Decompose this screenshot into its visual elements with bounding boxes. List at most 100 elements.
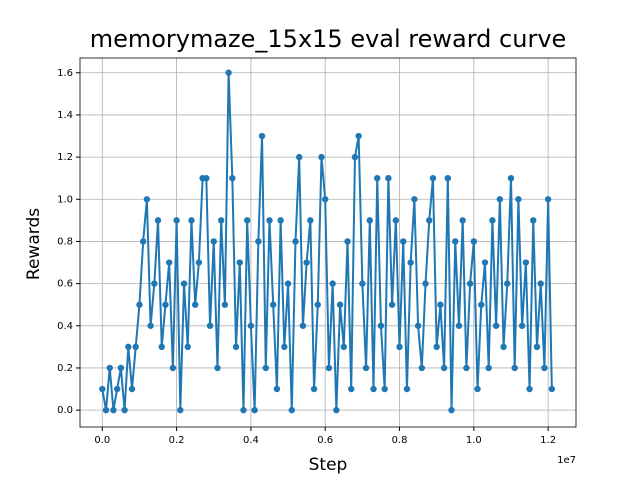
data-point bbox=[180, 280, 188, 287]
data-point bbox=[206, 322, 214, 329]
data-point bbox=[526, 385, 533, 393]
y-tick-label: 0.2 bbox=[57, 363, 73, 374]
x-offset-label: 1e7 bbox=[557, 455, 576, 466]
data-point bbox=[110, 406, 117, 414]
x-tick-label: 0.8 bbox=[392, 435, 408, 446]
data-point bbox=[496, 196, 504, 203]
data-point bbox=[195, 259, 203, 266]
data-point bbox=[377, 322, 385, 329]
data-point bbox=[544, 196, 552, 203]
data-point bbox=[474, 385, 481, 393]
data-point bbox=[392, 217, 400, 224]
data-point bbox=[132, 343, 139, 351]
data-point bbox=[225, 69, 232, 76]
data-point bbox=[507, 174, 515, 182]
data-point bbox=[537, 280, 544, 287]
data-point bbox=[232, 343, 240, 351]
data-point bbox=[433, 343, 440, 351]
data-point bbox=[251, 406, 258, 414]
data-point bbox=[374, 174, 381, 182]
x-tick-label: 1.0 bbox=[466, 435, 482, 446]
data-point bbox=[418, 364, 426, 372]
data-point bbox=[336, 301, 344, 308]
data-point bbox=[329, 280, 336, 287]
data-point bbox=[139, 238, 147, 245]
data-point bbox=[128, 385, 136, 393]
data-point bbox=[296, 153, 303, 161]
data-point bbox=[113, 385, 121, 393]
data-point bbox=[429, 174, 437, 182]
data-point bbox=[459, 217, 466, 224]
data-point bbox=[117, 364, 125, 372]
y-tick-label: 0.0 bbox=[57, 405, 73, 416]
data-point bbox=[400, 238, 407, 245]
data-point bbox=[470, 238, 478, 245]
data-point bbox=[407, 259, 414, 266]
data-point bbox=[255, 238, 262, 245]
data-point bbox=[151, 280, 158, 287]
data-point bbox=[515, 196, 522, 203]
data-point bbox=[403, 385, 411, 393]
data-point bbox=[281, 343, 288, 351]
data-point bbox=[217, 217, 225, 224]
data-point bbox=[203, 174, 210, 182]
data-point bbox=[277, 217, 284, 224]
data-point bbox=[106, 364, 113, 372]
data-point bbox=[273, 385, 281, 393]
data-point bbox=[292, 238, 299, 245]
data-point bbox=[173, 217, 180, 224]
chart-title: memorymaze_15x15 eval reward curve bbox=[90, 25, 567, 53]
data-point bbox=[422, 280, 429, 287]
x-tick-label: 1.2 bbox=[540, 435, 556, 446]
data-point bbox=[455, 322, 463, 329]
data-point bbox=[303, 259, 310, 266]
data-point bbox=[437, 301, 444, 308]
data-point bbox=[478, 301, 485, 308]
data-point bbox=[548, 385, 556, 393]
data-point bbox=[229, 174, 236, 182]
data-point bbox=[147, 322, 154, 329]
data-point bbox=[143, 196, 151, 203]
x-axis-label: Step bbox=[309, 455, 348, 475]
data-point bbox=[351, 153, 359, 161]
data-point bbox=[214, 364, 221, 372]
data-point bbox=[411, 196, 418, 203]
data-point bbox=[448, 406, 455, 414]
data-point bbox=[370, 385, 377, 393]
y-tick-label: 1.0 bbox=[57, 194, 73, 205]
data-point bbox=[466, 280, 474, 287]
data-point bbox=[288, 406, 295, 414]
data-point bbox=[262, 364, 269, 372]
data-point bbox=[388, 301, 396, 308]
data-point bbox=[125, 343, 132, 351]
data-point bbox=[221, 301, 229, 308]
x-tick-label: 0.2 bbox=[169, 435, 185, 446]
data-point bbox=[158, 343, 165, 351]
data-point bbox=[284, 280, 292, 287]
data-point bbox=[348, 385, 355, 393]
data-point bbox=[492, 322, 500, 329]
y-tick-label: 0.8 bbox=[57, 236, 73, 247]
data-point bbox=[210, 238, 217, 245]
data-point bbox=[366, 217, 373, 224]
data-point bbox=[533, 343, 541, 351]
data-point bbox=[318, 153, 325, 161]
data-point bbox=[396, 343, 403, 351]
data-point bbox=[136, 301, 143, 308]
data-point bbox=[299, 322, 307, 329]
data-point bbox=[359, 280, 366, 287]
data-point bbox=[258, 132, 266, 140]
data-point bbox=[500, 343, 507, 351]
data-point bbox=[99, 385, 106, 393]
data-point bbox=[444, 174, 452, 182]
data-point bbox=[333, 406, 340, 414]
y-tick-label: 0.4 bbox=[57, 321, 73, 332]
data-point bbox=[184, 343, 191, 351]
data-point bbox=[530, 217, 537, 224]
data-point bbox=[381, 385, 388, 393]
data-point bbox=[236, 259, 243, 266]
data-point bbox=[504, 280, 511, 287]
plot-frame bbox=[79, 57, 577, 428]
data-point bbox=[355, 132, 362, 140]
